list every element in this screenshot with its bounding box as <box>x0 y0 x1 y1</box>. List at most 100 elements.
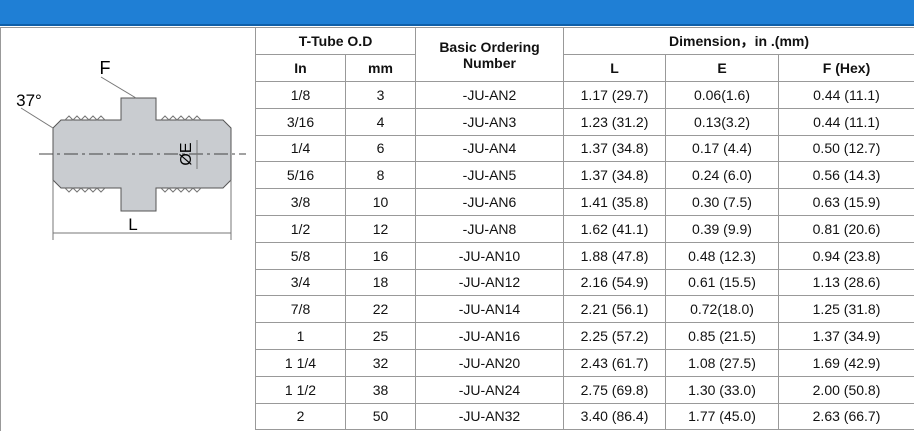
table-cell: 1.30 (33.0) <box>665 375 779 404</box>
group-header: Dimension，in .(mm) <box>562 27 914 55</box>
table-cell: 0.56 (14.3) <box>777 161 914 190</box>
table-cell: 3.40 (86.4) <box>563 402 666 431</box>
table-cell: -JU-AN20 <box>415 348 564 377</box>
table-cell: 32 <box>345 348 416 377</box>
table-cell: 1.62 (41.1) <box>563 214 666 243</box>
table-cell: 0.44 (11.1) <box>777 107 914 136</box>
fitting-diagram: F 37° ØE L <box>0 27 255 431</box>
table-row: 1/2 12 -JU-AN8 1.62 (41.1) 0.39 (9.9) 0.81 (2… <box>255 214 914 243</box>
column-header: F (Hex) <box>777 54 914 82</box>
table-cell: -JU-AN16 <box>415 322 564 350</box>
header-bar <box>0 0 914 26</box>
table-cell: 1.77 (45.0) <box>665 402 779 431</box>
table-cell: 25 <box>345 322 416 350</box>
table-cell: 0.85 (21.5) <box>665 322 779 350</box>
table-cell: -JU-AN2 <box>415 81 564 109</box>
table-cell: 10 <box>345 188 416 216</box>
group-header: Basic Ordering Number <box>415 27 564 82</box>
table-row: 3/8 10 -JU-AN6 1.41 (35.8) 0.30 (7.5) 0.63 (1… <box>255 188 914 216</box>
table-cell: 1.13 (28.6) <box>777 268 914 297</box>
table-cell: -JU-AN24 <box>415 375 564 404</box>
table-cell: -JU-AN32 <box>415 402 564 431</box>
table-cell: 2 <box>255 402 346 431</box>
table-cell: 1 <box>255 322 346 350</box>
table-cell: 3/4 <box>255 268 346 297</box>
table-cell: 0.63 (15.9) <box>777 188 914 216</box>
table-cell: 6 <box>345 134 416 163</box>
table-cell: -JU-AN6 <box>415 188 564 216</box>
table-cell: 2.00 (50.8) <box>777 375 914 404</box>
table-cell: 5/8 <box>255 241 346 270</box>
table-cell: 4 <box>345 107 416 136</box>
table-cell: 0.50 (12.7) <box>777 134 914 163</box>
table-cell: 2.63 (66.7) <box>777 402 914 431</box>
table-cell: 1 1/2 <box>255 375 346 404</box>
table-cell: 38 <box>345 375 416 404</box>
table-cell: 1.37 (34.8) <box>563 134 666 163</box>
table-cell: 0.44 (11.1) <box>777 81 914 109</box>
table-row: 1 1/2 38 -JU-AN24 2.75 (69.8) 1.30 (33.0) 2.0… <box>255 375 914 404</box>
table-cell: 0.24 (6.0) <box>665 161 779 190</box>
table-cell: 1/2 <box>255 214 346 243</box>
table-row: 1 1/4 32 -JU-AN20 2.43 (61.7) 1.08 (27.5) 1.6… <box>255 348 914 377</box>
table-cell: 0.30 (7.5) <box>665 188 779 216</box>
table-cell: 1.37 (34.9) <box>777 322 914 350</box>
table-row: 1 25 -JU-AN16 2.25 (57.2) 0.85 (21.5) 1.37 (3… <box>255 322 914 350</box>
spec-table: T-Tube O.D Basic Ordering Number Dimensi… <box>255 27 914 431</box>
column-header: L <box>563 54 666 82</box>
table-cell: 1/4 <box>255 134 346 163</box>
table-cell: 0.94 (23.8) <box>777 241 914 270</box>
table-cell: 1.08 (27.5) <box>665 348 779 377</box>
table-row: 1/8 3 -JU-AN2 1.17 (29.7) 0.06(1.6) 0.44 (11.… <box>255 81 914 109</box>
table-cell: -JU-AN4 <box>415 134 564 163</box>
table-cell: -JU-AN12 <box>415 268 564 297</box>
table-cell: 1 1/4 <box>255 348 346 377</box>
table-cell: 3/8 <box>255 188 346 216</box>
table-cell: 1.37 (34.8) <box>563 161 666 190</box>
group-header: T-Tube O.D <box>255 27 416 55</box>
table-cell: 12 <box>345 214 416 243</box>
table-cell: 5/16 <box>255 161 346 190</box>
table-row: 5/8 16 -JU-AN10 1.88 (47.8) 0.48 (12.3) 0.94 … <box>255 241 914 270</box>
table-cell: 0.13(3.2) <box>665 107 779 136</box>
table-cell: 1/8 <box>255 81 346 109</box>
table-row: 1/4 6 -JU-AN4 1.37 (34.8) 0.17 (4.4) 0.50 (12… <box>255 134 914 163</box>
length-label: L <box>128 215 137 234</box>
table-cell: 1.23 (31.2) <box>563 107 666 136</box>
table-cell: 8 <box>345 161 416 190</box>
table-row: 2 50 -JU-AN32 3.40 (86.4) 1.77 (45.0) 2.63 (6… <box>255 402 914 431</box>
table-cell: -JU-AN5 <box>415 161 564 190</box>
table-cell: 1.17 (29.7) <box>563 81 666 109</box>
table-cell: -JU-AN3 <box>415 107 564 136</box>
table-cell: 0.72(18.0) <box>665 295 779 324</box>
table-cell: 1.41 (35.8) <box>563 188 666 216</box>
column-header: E <box>665 54 779 82</box>
table-cell: 7/8 <box>255 295 346 324</box>
table-cell: 22 <box>345 295 416 324</box>
table-cell: 2.16 (54.9) <box>563 268 666 297</box>
table-cell: -JU-AN10 <box>415 241 564 270</box>
table-row: 7/8 22 -JU-AN14 2.21 (56.1) 0.72(18.0) 1.25 (… <box>255 295 914 324</box>
table-cell: 2.43 (61.7) <box>563 348 666 377</box>
table-cell: 2.21 (56.1) <box>563 295 666 324</box>
table-row: 3/16 4 -JU-AN3 1.23 (31.2) 0.13(3.2) 0.44 (11… <box>255 107 914 136</box>
table-cell: 16 <box>345 241 416 270</box>
table-cell: -JU-AN8 <box>415 214 564 243</box>
table-cell: 1.88 (47.8) <box>563 241 666 270</box>
table-cell: 2.25 (57.2) <box>563 322 666 350</box>
column-header: In <box>255 54 346 82</box>
table-body: 1/8 3 -JU-AN2 1.17 (29.7) 0.06(1.6) 0.44 (11.… <box>255 81 914 431</box>
table-cell: 18 <box>345 268 416 297</box>
f-label: F <box>100 58 111 78</box>
table-cell: 0.39 (9.9) <box>665 214 779 243</box>
table-cell: 0.81 (20.6) <box>777 214 914 243</box>
table-cell: 3 <box>345 81 416 109</box>
table-cell: 1.69 (42.9) <box>777 348 914 377</box>
table-cell: 0.17 (4.4) <box>665 134 779 163</box>
table-cell: 1.25 (31.8) <box>777 295 914 324</box>
table-cell: 2.75 (69.8) <box>563 375 666 404</box>
angle-label: 37° <box>16 91 42 110</box>
table-cell: 0.06(1.6) <box>665 81 779 109</box>
column-header: mm <box>345 54 416 82</box>
